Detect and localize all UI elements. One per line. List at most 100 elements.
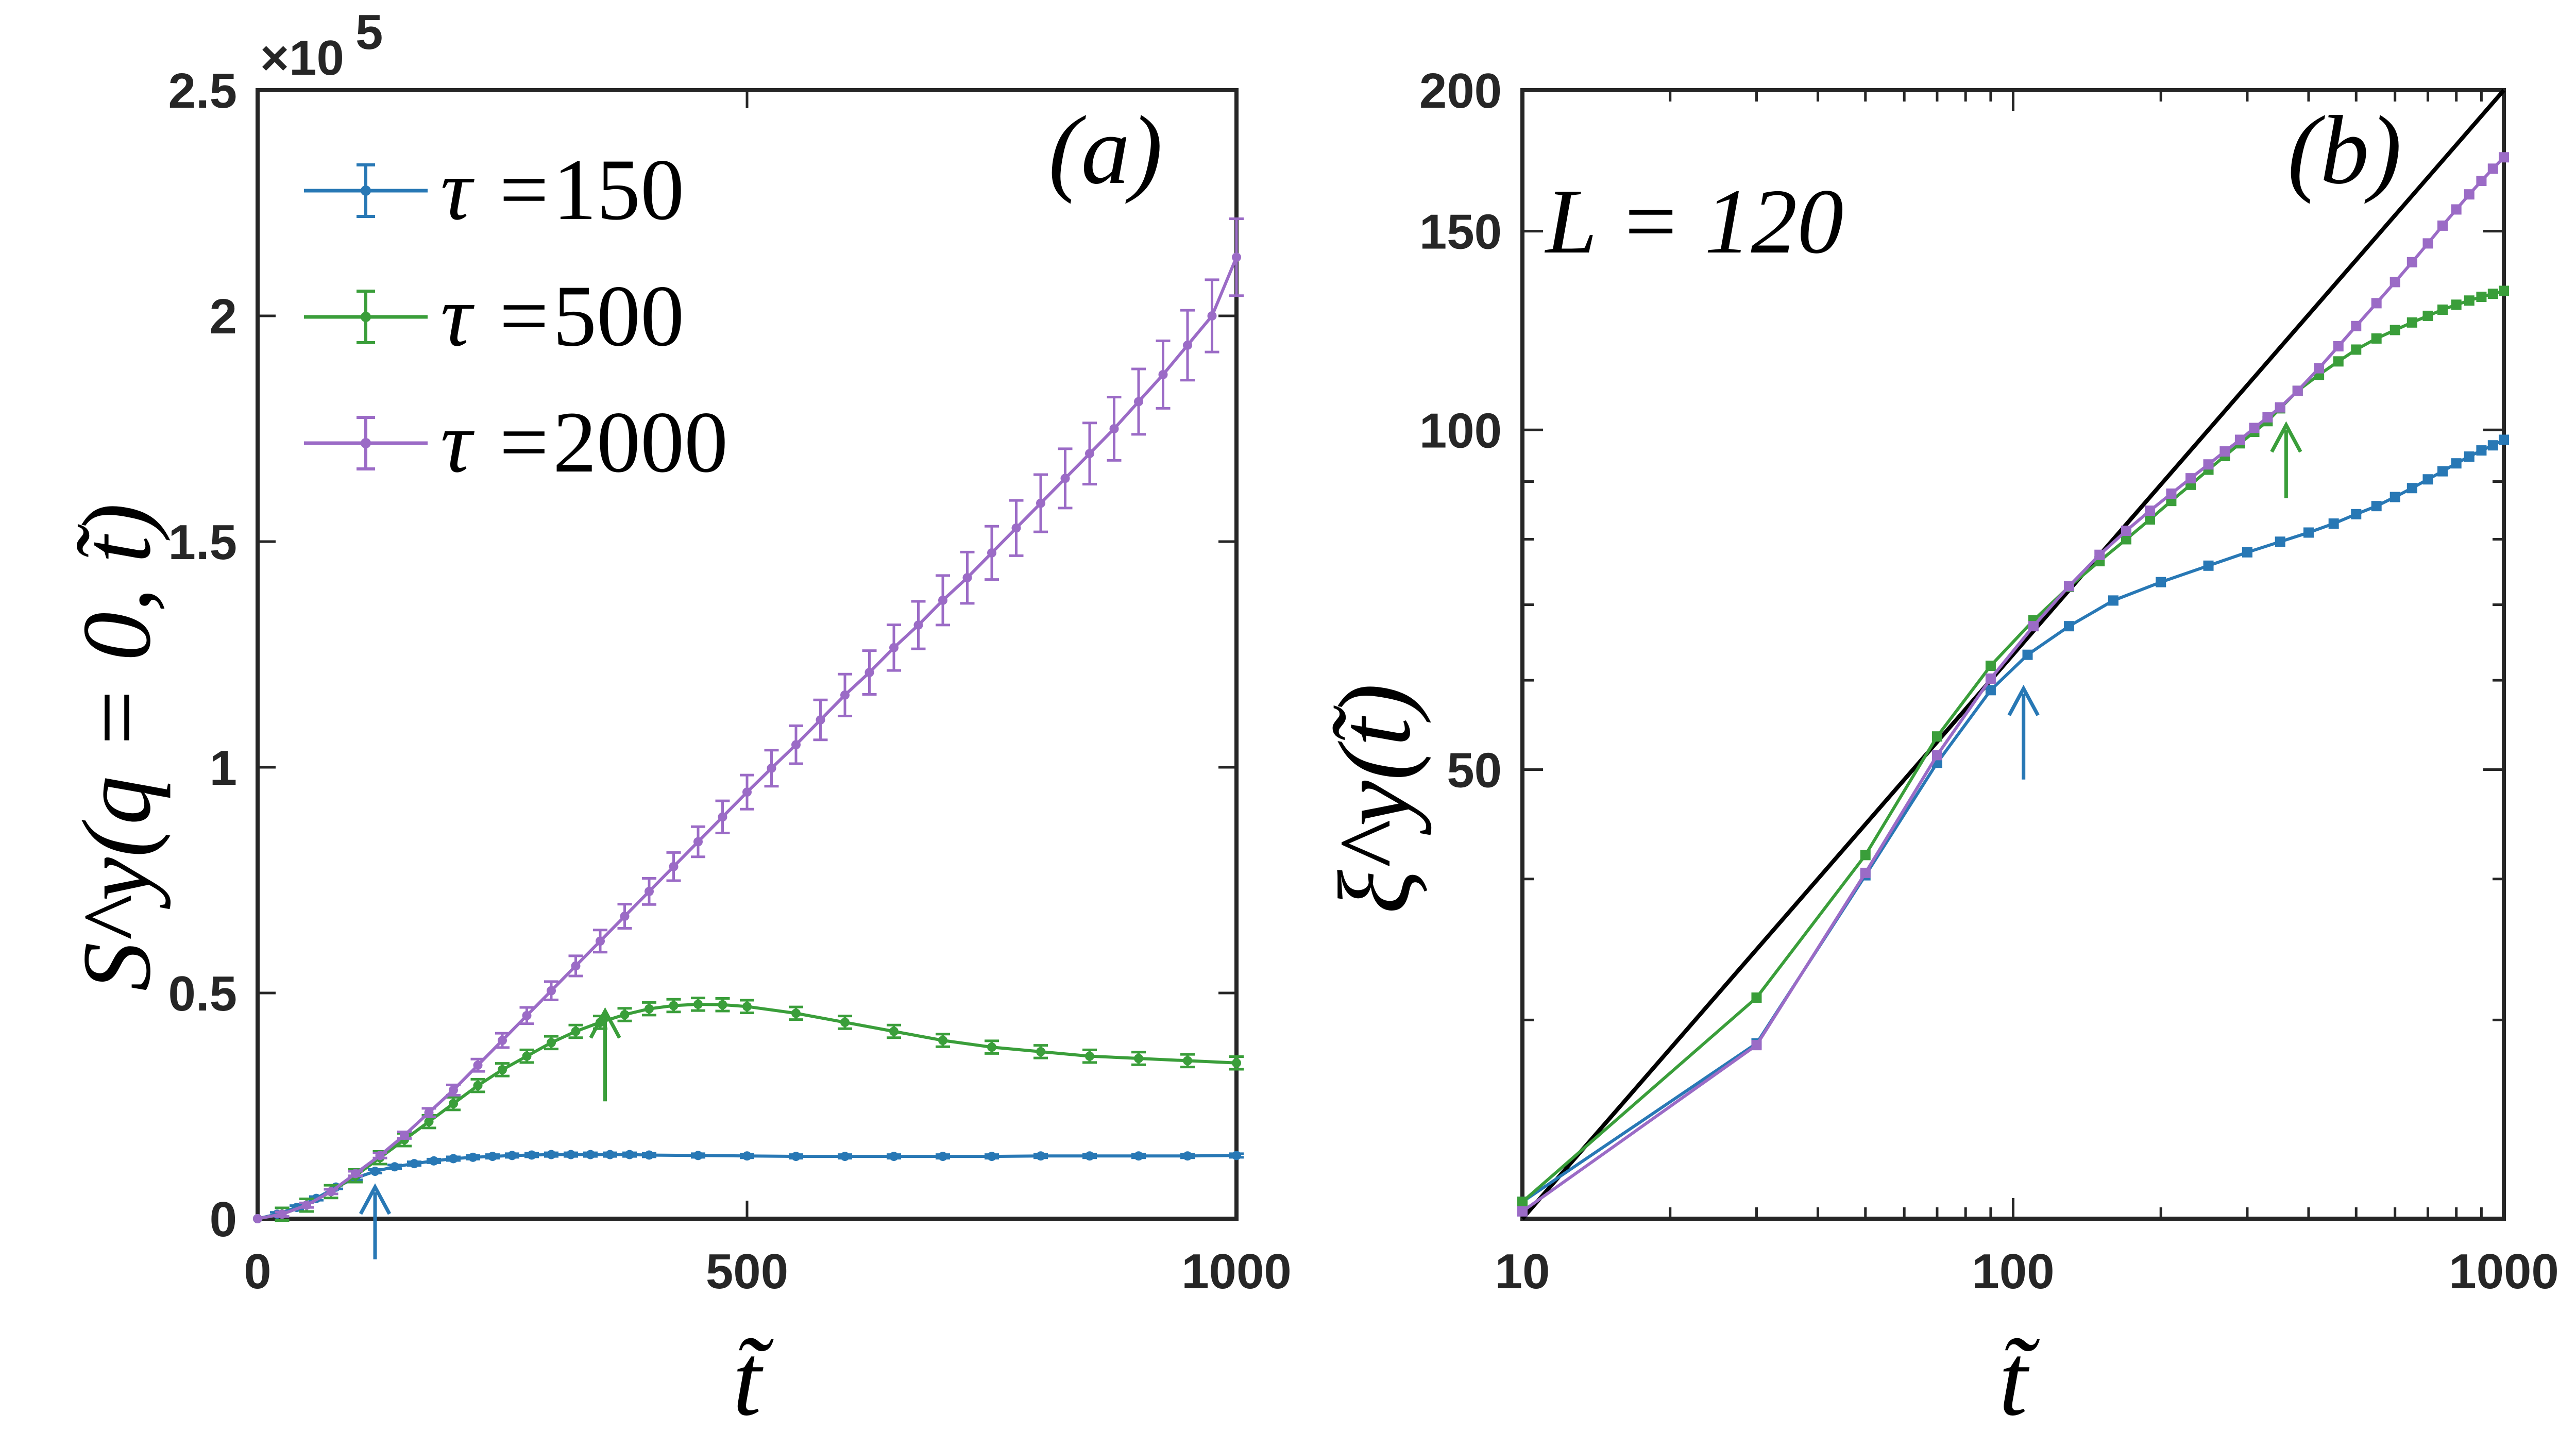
panel-label-b: (b) bbox=[2287, 96, 2402, 205]
data-point-tau-2000 bbox=[1158, 369, 1168, 379]
data-point-tau-150 bbox=[1036, 1151, 1045, 1161]
data-point-tau-150 bbox=[527, 1150, 536, 1160]
data-point-tau-2000 bbox=[865, 668, 874, 678]
data-point-tau-150 bbox=[566, 1150, 575, 1159]
data-point-b-tau-500 bbox=[2406, 317, 2417, 328]
data-point-b-tau-500 bbox=[2451, 299, 2462, 310]
arrow-b-tau-500-head bbox=[2270, 421, 2302, 453]
data-point-b-tau-500 bbox=[2333, 356, 2344, 367]
legend-prefix: τ = bbox=[440, 141, 553, 238]
data-point-b-tau-2000 bbox=[1860, 867, 1871, 878]
data-point-b-tau-150 bbox=[2242, 547, 2252, 558]
data-point-b-tau-150 bbox=[2406, 483, 2417, 494]
data-point-b-tau-150 bbox=[2371, 501, 2382, 512]
legend-value: 150 bbox=[553, 141, 684, 238]
data-point-tau-500 bbox=[938, 1035, 947, 1045]
data-point-tau-150 bbox=[410, 1159, 419, 1169]
x-tick-label-a: 500 bbox=[706, 1244, 788, 1299]
data-point-b-tau-2000 bbox=[2499, 152, 2509, 163]
data-point-tau-2000 bbox=[962, 573, 972, 583]
data-point-tau-2000 bbox=[1109, 424, 1119, 433]
data-point-tau-150 bbox=[1134, 1151, 1143, 1161]
data-point-b-tau-150 bbox=[2275, 536, 2285, 547]
data-point-tau-500 bbox=[522, 1051, 532, 1061]
data-point-tau-2000 bbox=[1011, 523, 1021, 533]
data-point-tau-2000 bbox=[326, 1187, 336, 1197]
data-point-b-tau-2000 bbox=[2314, 363, 2325, 374]
data-point-tau-2000 bbox=[498, 1035, 507, 1045]
data-point-tau-500 bbox=[620, 1010, 630, 1020]
data-point-tau-2000 bbox=[1232, 252, 1241, 262]
data-point-tau-2000 bbox=[767, 763, 776, 773]
data-point-b-tau-2000 bbox=[2437, 220, 2448, 231]
legend-label-tau-150: τ =150 bbox=[440, 141, 684, 238]
x-tick-label-a: 0 bbox=[244, 1244, 271, 1299]
data-point-tau-2000 bbox=[424, 1108, 434, 1118]
data-point-b-tau-2000 bbox=[2487, 163, 2498, 174]
data-point-b-tau-2000 bbox=[2262, 412, 2273, 423]
y-tick-label-a: 2.5 bbox=[168, 63, 237, 119]
data-point-tau-2000 bbox=[742, 787, 752, 797]
x-tick-label-b: 1000 bbox=[2449, 1244, 2559, 1299]
data-point-tau-150 bbox=[938, 1152, 947, 1161]
data-point-b-tau-150 bbox=[2389, 492, 2400, 502]
data-point-b-tau-2000 bbox=[1517, 1206, 1528, 1217]
data-point-tau-2000 bbox=[522, 1011, 532, 1020]
legend-value: 500 bbox=[553, 267, 684, 364]
data-point-b-tau-500 bbox=[2422, 310, 2433, 321]
data-point-tau-2000 bbox=[1060, 474, 1070, 483]
data-point-b-tau-150 bbox=[2499, 434, 2509, 445]
data-point-b-tau-500 bbox=[2464, 295, 2475, 306]
data-point-b-tau-500 bbox=[2145, 514, 2156, 525]
data-point-tau-500 bbox=[742, 1002, 752, 1012]
data-point-tau-150 bbox=[625, 1150, 634, 1159]
data-point-b-tau-2000 bbox=[2145, 506, 2156, 516]
data-point-b-tau-2000 bbox=[2292, 385, 2303, 396]
x-axis-label-b: t̃ bbox=[1999, 1323, 2040, 1437]
data-point-b-tau-150 bbox=[2064, 621, 2075, 632]
data-point-tau-500 bbox=[645, 1004, 654, 1014]
series-line-b-tau-500 bbox=[1521, 289, 2504, 1203]
x-tick-label-a: 1000 bbox=[1181, 1244, 1292, 1299]
data-point-tau-150 bbox=[390, 1162, 399, 1172]
data-point-tau-2000 bbox=[1134, 397, 1143, 407]
data-point-b-tau-500 bbox=[2499, 285, 2509, 296]
data-point-b-tau-150 bbox=[2451, 458, 2462, 469]
data-point-tau-500 bbox=[889, 1026, 899, 1036]
data-point-tau-150 bbox=[1085, 1151, 1094, 1161]
data-point-tau-150 bbox=[742, 1151, 752, 1161]
y-axis-label-b: ξ^y(t̃) bbox=[1318, 683, 1432, 914]
legend-label-tau-500: τ =500 bbox=[440, 267, 684, 364]
data-point-b-tau-500 bbox=[2351, 344, 2362, 355]
arrow-tau-500-head bbox=[589, 1007, 621, 1039]
data-point-tau-2000 bbox=[791, 740, 801, 750]
data-point-b-tau-2000 bbox=[2351, 321, 2362, 331]
data-point-b-tau-150 bbox=[1985, 685, 1996, 696]
arrow-tau-150-head bbox=[359, 1183, 392, 1215]
series-line-tau-500 bbox=[257, 1002, 1237, 1220]
data-point-b-tau-500 bbox=[1931, 731, 1942, 742]
data-point-tau-2000 bbox=[253, 1214, 262, 1223]
data-point-tau-2000 bbox=[596, 936, 605, 946]
data-point-b-tau-2000 bbox=[1985, 673, 1996, 684]
data-point-tau-150 bbox=[429, 1156, 438, 1166]
data-point-tau-2000 bbox=[400, 1130, 409, 1140]
data-point-tau-500 bbox=[498, 1065, 507, 1074]
data-point-tau-500 bbox=[449, 1099, 458, 1108]
series-line-b-tau-2000 bbox=[1521, 156, 2505, 1213]
data-point-tau-2000 bbox=[1036, 498, 1045, 508]
x-tick-label-b: 10 bbox=[1495, 1244, 1550, 1299]
data-point-b-tau-500 bbox=[1517, 1197, 1528, 1207]
data-point-b-tau-2000 bbox=[2422, 238, 2433, 249]
y-tick-label-a: 0.5 bbox=[168, 966, 237, 1021]
data-point-tau-150 bbox=[1183, 1151, 1192, 1161]
data-point-b-tau-150 bbox=[2108, 595, 2119, 606]
data-point-b-tau-500 bbox=[2437, 304, 2448, 315]
data-point-tau-500 bbox=[791, 1008, 801, 1018]
data-point-tau-500 bbox=[547, 1038, 556, 1048]
data-point-tau-2000 bbox=[987, 548, 996, 558]
data-point-b-tau-2000 bbox=[2094, 549, 2105, 560]
data-point-tau-2000 bbox=[669, 862, 679, 871]
y-tick-label-b: 150 bbox=[1419, 205, 1502, 260]
